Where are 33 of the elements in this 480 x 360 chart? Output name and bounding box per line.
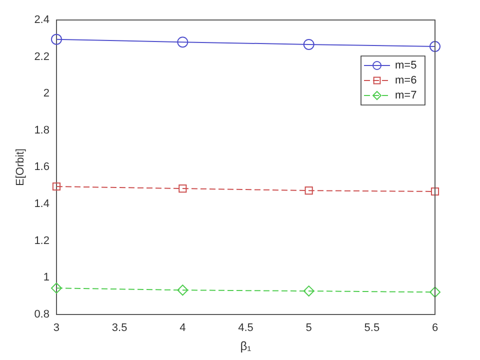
legend-label: m=6 <box>395 74 417 87</box>
point <box>177 36 188 48</box>
point <box>430 286 440 298</box>
y-tick-label: 2 <box>43 88 50 100</box>
legend-label: m=7 <box>395 90 417 102</box>
y-tick-label: 1.4 <box>34 198 50 210</box>
point <box>430 187 440 196</box>
x-tick-label: 3.5 <box>112 322 128 334</box>
x-axis-title: β₁ <box>240 339 252 354</box>
x-tick-label: 5.5 <box>364 322 380 334</box>
y-tick-label: 0.8 <box>34 308 50 320</box>
point <box>178 184 187 193</box>
y-tick-label: 1.8 <box>34 124 50 136</box>
point <box>303 38 314 50</box>
x-tick-label: 6 <box>432 322 438 334</box>
point <box>52 182 61 191</box>
y-tick-label: 1.6 <box>34 161 50 174</box>
y-tick-label: 2.2 <box>34 50 50 63</box>
y-tick-label: 2.4 <box>34 14 50 26</box>
point <box>303 286 314 297</box>
point <box>304 186 313 195</box>
y-tick-label: 1 <box>43 272 50 284</box>
x-tick-label: 3 <box>53 322 60 334</box>
y-axis-title: E[Orbit] <box>14 148 27 186</box>
x-tick-label: 4.5 <box>238 322 254 334</box>
legend-label: m=5 <box>395 60 417 72</box>
point <box>50 282 62 294</box>
point <box>177 284 188 296</box>
point <box>50 34 62 45</box>
x-tick-label: 5 <box>306 322 312 334</box>
y-tick-label: 1.2 <box>34 234 50 247</box>
x-tick-label: 4 <box>180 322 186 334</box>
point <box>430 40 440 52</box>
